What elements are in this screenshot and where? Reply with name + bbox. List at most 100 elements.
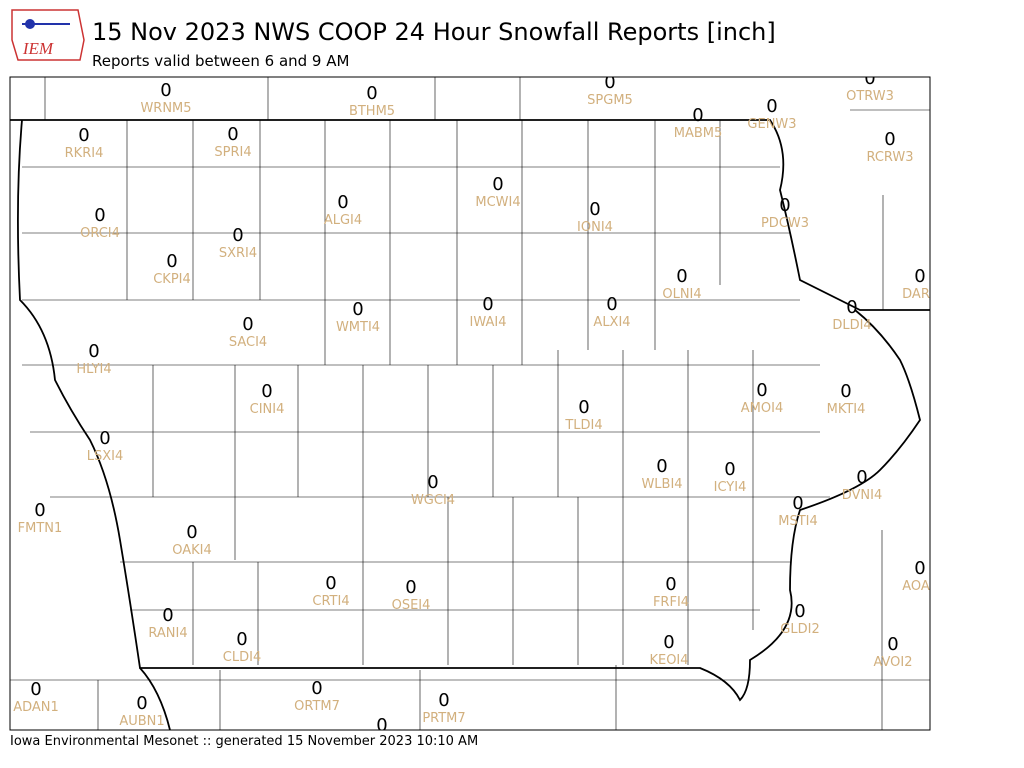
station-value: 0	[232, 225, 243, 246]
logo-text: IEM	[22, 39, 54, 58]
station-id: TLDI4	[564, 418, 602, 433]
station-value: 0	[227, 124, 238, 145]
station-value: 0	[692, 105, 703, 126]
station-id: IWAI4	[470, 315, 507, 330]
station-id: FRFI4	[653, 595, 689, 610]
station-id: AMOI4	[741, 401, 783, 416]
station-id: SACI4	[229, 335, 267, 350]
station-value: 0	[99, 428, 110, 449]
station-id: MSTI4	[778, 514, 818, 529]
station-value: 0	[589, 199, 600, 220]
station-id: FMTN1	[18, 521, 63, 536]
station-value: 0	[34, 500, 45, 521]
station-value: 0	[482, 294, 493, 315]
station-value: 0	[376, 715, 387, 736]
station-id: MCWI4	[475, 195, 520, 210]
station-id: WGCI4	[411, 493, 455, 508]
station-id: HLYI4	[76, 362, 111, 377]
logo: IEM	[11, 9, 85, 61]
station-value: 0	[606, 294, 617, 315]
station-value: 0	[604, 72, 615, 93]
station-id: OAKI4	[172, 543, 212, 558]
station-id: BTHM5	[349, 104, 395, 119]
station-id: DVNI4	[842, 488, 883, 503]
station-id: SPGM5	[587, 93, 633, 108]
station-value: 0	[656, 456, 667, 477]
station-id: PDCW3	[761, 216, 809, 231]
station-id: CRTI4	[312, 594, 349, 609]
station-value: 0	[663, 632, 674, 653]
station-value: 0	[766, 96, 777, 117]
station-id: DAR	[902, 287, 930, 302]
subtitle: Reports valid between 6 and 9 AM	[92, 52, 349, 70]
station-value: 0	[352, 299, 363, 320]
station-id: GENW3	[747, 117, 796, 132]
station-value: 0	[311, 678, 322, 699]
station-id: KEOI4	[649, 653, 688, 668]
station-value: 0	[405, 577, 416, 598]
station-id: SXRI4	[219, 246, 257, 261]
station-value: 0	[492, 174, 503, 195]
map-frame	[9, 76, 931, 731]
station-value: 0	[261, 381, 272, 402]
station-value: 0	[884, 129, 895, 150]
station-value: 0	[30, 679, 41, 700]
station-value: 0	[846, 297, 857, 318]
station-id: GLDI2	[780, 622, 819, 637]
station-id: PRTM7	[422, 711, 465, 726]
station-value: 0	[914, 266, 925, 287]
station-value: 0	[914, 558, 925, 579]
station-value: 0	[236, 629, 247, 650]
station-id: ORCI4	[80, 226, 120, 241]
station-id: ADAN1	[13, 700, 59, 715]
station-id: ALXI4	[593, 315, 630, 330]
station-value: 0	[840, 381, 851, 402]
station-id: MABM5	[674, 126, 723, 141]
station-value: 0	[166, 251, 177, 272]
station-value: 0	[78, 125, 89, 146]
station-value: 0	[427, 472, 438, 493]
station-value: 0	[136, 693, 147, 714]
station-value: 0	[756, 380, 767, 401]
station-id: CKPI4	[153, 272, 191, 287]
station-value: 0	[792, 493, 803, 514]
station-value: 0	[242, 314, 253, 335]
station-id: OTRW3	[846, 89, 894, 104]
station-id: SPRI4	[214, 145, 251, 160]
station-id: ALGI4	[324, 213, 362, 228]
station-value: 0	[665, 574, 676, 595]
station-value: 0	[864, 68, 875, 89]
station-value: 0	[94, 205, 105, 226]
station-value: 0	[88, 341, 99, 362]
station-value: 0	[887, 634, 898, 655]
basemap	[10, 77, 930, 730]
station-value: 0	[438, 690, 449, 711]
stations: 0WRNM50BTHM50SPGM50OTRW30MABM50GENW30RKR…	[13, 68, 930, 736]
station-id: ORTM7	[294, 699, 340, 714]
station-value: 0	[794, 601, 805, 622]
station-id: RCRW3	[866, 150, 913, 165]
station-id: CLDI4	[223, 650, 261, 665]
station-value: 0	[856, 467, 867, 488]
title: 15 Nov 2023 NWS COOP 24 Hour Snowfall Re…	[92, 18, 776, 46]
station-value: 0	[325, 573, 336, 594]
station-id: AVOI2	[873, 655, 912, 670]
station-id: LSXI4	[87, 449, 124, 464]
station-value: 0	[162, 605, 173, 626]
station-value: 0	[676, 266, 687, 287]
footer: Iowa Environmental Mesonet :: generated …	[10, 734, 478, 749]
station-id: CINI4	[250, 402, 285, 417]
station-id: IONI4	[577, 220, 613, 235]
station-value: 0	[724, 459, 735, 480]
station-id: ICYI4	[714, 480, 747, 495]
station-value: 0	[337, 192, 348, 213]
station-id: AUBN1	[119, 714, 164, 729]
station-id: WLBI4	[641, 477, 682, 492]
station-id: WRNM5	[140, 101, 191, 116]
station-id: WMTI4	[336, 320, 380, 335]
station-id: OLNI4	[662, 287, 701, 302]
station-value: 0	[186, 522, 197, 543]
station-id: OSEI4	[392, 598, 431, 613]
station-id: MKTI4	[827, 402, 866, 417]
